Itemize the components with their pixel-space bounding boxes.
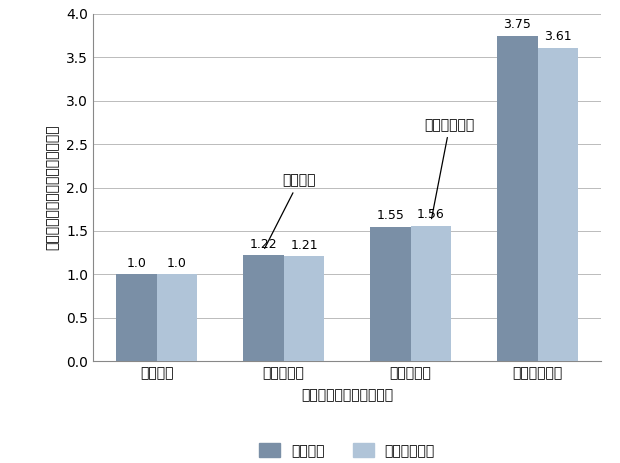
Bar bbox=[410, 225, 451, 361]
Bar bbox=[497, 36, 538, 361]
Text: 調整なし: 調整なし bbox=[265, 174, 316, 249]
Text: 3.61: 3.61 bbox=[544, 31, 572, 44]
Bar bbox=[157, 274, 197, 361]
Text: 1.22: 1.22 bbox=[250, 238, 277, 251]
X-axis label: 普段声を出して笑う頻度: 普段声を出して笑う頻度 bbox=[301, 388, 393, 402]
Text: 1.21: 1.21 bbox=[290, 239, 318, 252]
Text: 1.0: 1.0 bbox=[167, 257, 187, 270]
Y-axis label: 認知機能低下症状出現のオッズ比: 認知機能低下症状出現のオッズ比 bbox=[45, 125, 59, 250]
Bar bbox=[370, 226, 410, 361]
Bar bbox=[116, 274, 157, 361]
Text: 3.75: 3.75 bbox=[503, 18, 531, 31]
Bar bbox=[284, 256, 324, 361]
Bar bbox=[538, 48, 578, 361]
Text: 1.56: 1.56 bbox=[417, 208, 445, 221]
Text: 1.0: 1.0 bbox=[126, 257, 146, 270]
Text: 性・年齢調整: 性・年齢調整 bbox=[425, 118, 475, 219]
Bar bbox=[243, 255, 284, 361]
Legend: 調整なし, 性・年齢調整: 調整なし, 性・年齢調整 bbox=[254, 438, 440, 463]
Text: 1.55: 1.55 bbox=[376, 209, 404, 222]
